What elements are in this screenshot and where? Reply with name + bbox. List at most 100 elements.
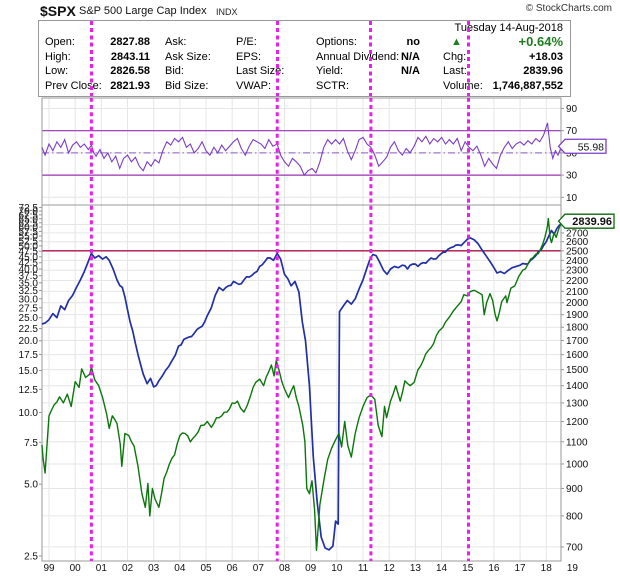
left-axis-label: 35.0	[19, 278, 39, 289]
price-axis-label: 2100	[566, 287, 589, 298]
x-axis-label: 02	[122, 563, 134, 574]
index-name: S&P 500 Large Cap Index	[79, 5, 207, 17]
event-dashed-line-top	[89, 21, 93, 96]
chg-label: Chg:	[443, 50, 467, 63]
x-axis-label: 06	[227, 563, 239, 574]
price-value-tag-box	[557, 213, 615, 229]
left-axis-label: 15.0	[19, 366, 39, 377]
x-axis-label: 99	[43, 563, 55, 574]
x-axis-label: 17	[514, 563, 526, 574]
high-value: 2843.11	[110, 50, 150, 63]
left-axis-label: 37.5	[19, 271, 39, 282]
left-axis-label: 25.0	[19, 313, 39, 324]
yield-value: N/A	[401, 65, 420, 77]
x-axis-label: 16	[488, 563, 500, 574]
rsi-value-tag: 55.98	[578, 141, 604, 153]
price-axis-label: 700	[566, 542, 583, 553]
left-axis-label: 55.0	[19, 232, 39, 243]
left-axis-label: 27.5	[19, 303, 39, 314]
left-axis-label: 67.5	[19, 210, 39, 221]
pe-label: P/E:	[236, 36, 257, 48]
last-size-label: Last Size:	[236, 65, 285, 77]
left-axis-label: 62.5	[19, 218, 39, 229]
chg-value: +18.03	[529, 50, 563, 63]
left-axis-label: 2.5	[24, 551, 38, 562]
left-axis-label: 72.5	[19, 203, 39, 214]
x-axis-label: 19	[567, 563, 579, 574]
rsi-value-tag-box	[557, 138, 607, 154]
price-axis-label: 2600	[566, 237, 589, 248]
price-axis-label: 800	[566, 511, 583, 522]
options-value: no	[406, 36, 420, 48]
price-axis-label: 2700	[566, 228, 589, 239]
price-axis-label: 1900	[566, 310, 589, 321]
options-label: Options:	[316, 36, 357, 48]
rsi-axis-label: 10	[566, 193, 578, 204]
x-axis-label: 07	[253, 563, 265, 574]
bid-label: Bid:	[165, 65, 184, 77]
x-axis-label: 18	[541, 563, 553, 574]
x-axis-label: 13	[410, 563, 422, 574]
left-axis-label: 5.0	[24, 480, 38, 491]
left-axis-label: 47.5	[19, 247, 39, 258]
vwap-label: VWAP:	[236, 79, 272, 92]
main-panel-border	[41, 204, 562, 562]
x-axis-label: 11	[358, 563, 369, 574]
rsi-panel-bg	[42, 98, 561, 205]
x-axis-label: 04	[174, 563, 186, 574]
rsi-line	[41, 122, 563, 177]
quote-date: Tuesday 14-Aug-2018	[454, 22, 563, 34]
spx-price-right-log-scale	[41, 217, 564, 551]
eps-label: EPS:	[236, 50, 262, 63]
price-axis-label: 1500	[566, 365, 589, 376]
price-axis-label: 1600	[566, 350, 589, 361]
low-value: 2826.58	[110, 65, 150, 77]
x-axis-label: 10	[331, 563, 343, 574]
event-dashed-line-top	[369, 21, 373, 96]
low-label: Low:	[45, 65, 69, 77]
x-axis-label: 09	[305, 563, 317, 574]
event-dashed-line-top	[467, 21, 470, 96]
rsi-axis-label: 90	[566, 104, 578, 115]
exchange-label: INDX	[216, 7, 238, 17]
price-axis-label: 900	[566, 484, 583, 495]
price-axis-label: 1400	[566, 381, 589, 392]
rsi-axis-label: 70	[566, 126, 578, 137]
x-axis-label: 03	[148, 563, 160, 574]
left-axis-label: 42.5	[19, 258, 39, 269]
volume-value: 1,746,887,552	[492, 79, 563, 92]
x-axis-label: 08	[279, 563, 291, 574]
left-axis-label: 45.0	[19, 252, 39, 263]
left-axis-label: 20.0	[19, 336, 39, 347]
annual-dividend-label: Annual Dividend:	[316, 50, 400, 63]
symbol: $SPX	[40, 3, 76, 19]
left-axis-label: 12.5	[19, 385, 39, 396]
left-axis-label: 57.5	[19, 227, 39, 238]
left-axis-label: 30.0	[19, 294, 39, 305]
stockcharts-credit[interactable]: © StockCharts.com	[525, 3, 612, 14]
main-panel-bg	[42, 205, 561, 561]
event-dashed-line-top	[275, 21, 279, 96]
price-axis-label: 1700	[566, 336, 589, 347]
rsi-axis-label: 30	[566, 171, 578, 182]
left-axis-label: 10.0	[19, 408, 39, 419]
last-label: Last:	[443, 65, 467, 77]
sctr-label: SCTR:	[316, 79, 349, 92]
left-axis-label: 70.0	[19, 207, 39, 218]
x-axis-label: 12	[384, 563, 396, 574]
last-value: 2839.96	[523, 65, 563, 77]
left-axis-label: 32.5	[19, 286, 39, 297]
price-axis-label: 2000	[566, 298, 589, 309]
price-axis-label: 2400	[566, 256, 589, 267]
volume-label: Volume:	[443, 79, 483, 92]
left-axis-label: 50.0	[19, 241, 39, 252]
left-axis-label: 22.5	[19, 324, 39, 335]
left-axis-label: 40.0	[19, 265, 39, 276]
price-axis-label: 1100	[566, 437, 588, 448]
price-axis-label: 2500	[566, 246, 589, 257]
left-axis-label: 17.5	[19, 350, 39, 361]
x-axis-label: 01	[96, 563, 108, 574]
price-chart: 99 00 01 02 03 04 05 06 07 08 09 10 11 12 13 14 15 16 17 18…	[19, 96, 615, 574]
yield-label: Yield:	[316, 65, 344, 77]
ask-label: Ask:	[165, 36, 187, 48]
